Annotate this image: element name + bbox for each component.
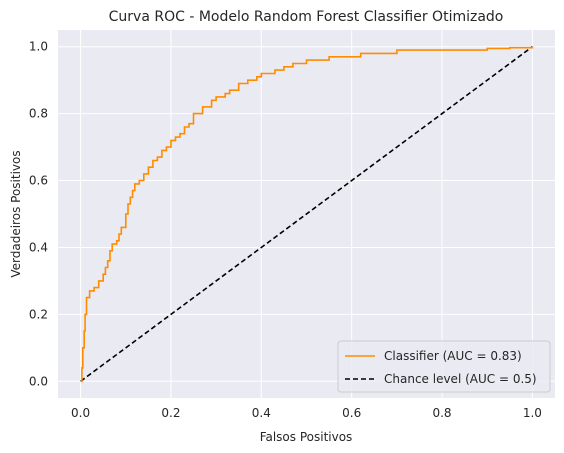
legend: Classifier (AUC = 0.83) Chance level (AU… xyxy=(337,340,551,393)
x-tick-label: 0.2 xyxy=(161,406,180,420)
x-axis-label: Falsos Positivos xyxy=(260,430,353,444)
y-tick-label: 0.2 xyxy=(29,307,48,321)
chart-title: Curva ROC - Modelo Random Forest Classif… xyxy=(109,9,504,25)
series-layer xyxy=(80,46,534,383)
x-tick-label: 0.0 xyxy=(71,406,90,420)
y-tick-label: 0.4 xyxy=(29,240,48,254)
x-tick-label: 0.6 xyxy=(342,406,361,420)
x-tick-label: 1.0 xyxy=(523,406,542,420)
y-axis-label: Verdadeiros Positivos xyxy=(9,150,23,277)
x-tick-label: 0.8 xyxy=(432,406,451,420)
y-tick-label: 0.0 xyxy=(29,374,48,388)
roc-curve-classifier xyxy=(80,46,534,383)
y-tick-label: 0.6 xyxy=(29,174,48,188)
legend-label-chance: Chance level (AUC = 0.5) xyxy=(384,372,537,386)
legend-box xyxy=(337,340,551,393)
x-tick-label: 0.4 xyxy=(252,406,271,420)
tick-labels: 0.0 0.2 0.4 0.6 0.8 1.0 0.0 0.2 0.4 0.6 0.8 1.0 xyxy=(29,40,542,420)
y-tick-label: 1.0 xyxy=(29,40,48,54)
y-tick-label: 0.8 xyxy=(29,107,48,121)
chance-level-line xyxy=(80,46,533,382)
legend-label-classifier: Classifier (AUC = 0.83) xyxy=(384,349,522,363)
